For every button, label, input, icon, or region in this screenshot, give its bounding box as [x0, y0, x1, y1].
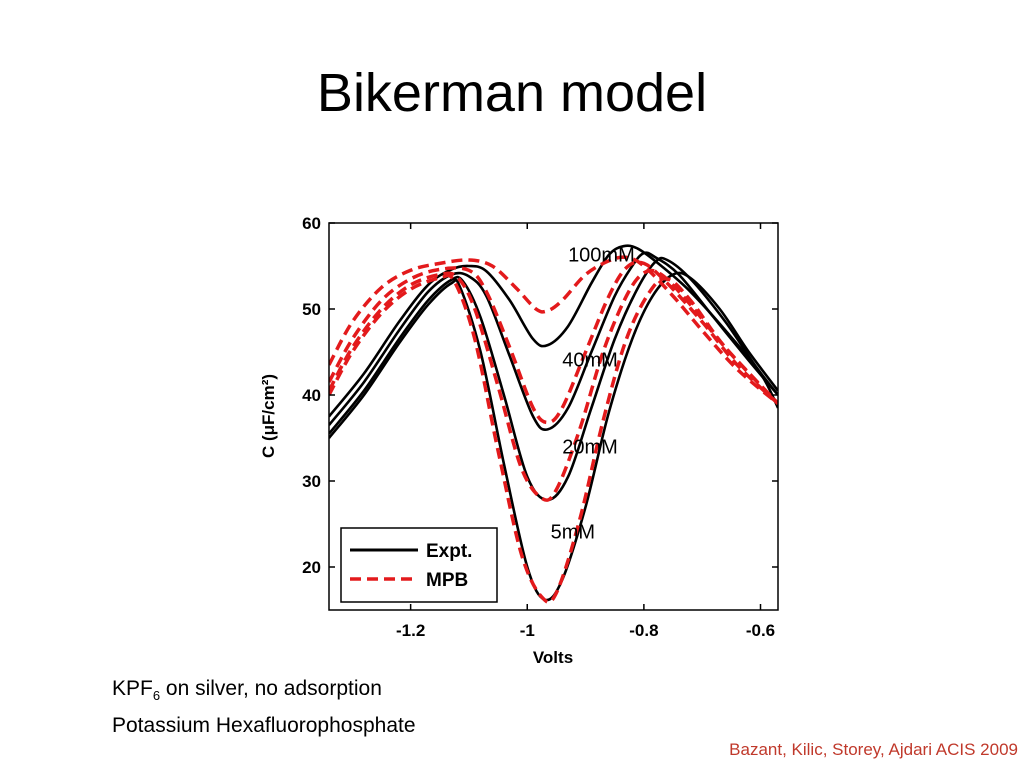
caption-line-1: KPF6 on silver, no adsorption [112, 674, 416, 711]
caption-formula: KPF [112, 677, 153, 700]
mpb-series-line-4 [329, 255, 778, 405]
slide-title: Bikerman model [316, 63, 708, 123]
series-layer [329, 244, 778, 604]
concentration-annotation: 100mM [568, 245, 635, 267]
concentration-annotation: 20mM [562, 436, 618, 458]
y-tick-label: 20 [302, 558, 321, 577]
expt-series-line-0 [329, 244, 778, 418]
mpb-series-line-6 [329, 268, 778, 502]
x-tick-label: -1.2 [396, 621, 425, 640]
expt-series-line-3 [329, 271, 778, 602]
legend-expt-label: Expt. [426, 541, 472, 562]
mpb-series-line-7 [329, 273, 778, 604]
x-tick-label: -0.8 [629, 621, 658, 640]
y-tick-label: 30 [302, 472, 321, 491]
caption-subscript: 6 [152, 688, 161, 704]
annotations-layer: 100mM 40mM 20mM 5mM [551, 245, 635, 544]
x-tick-label: -0.6 [746, 621, 775, 640]
plot-frame [328, 222, 779, 611]
y-tick-label: 50 [302, 300, 321, 319]
concentration-annotation: 40mM [562, 350, 618, 372]
caption-line-2: Potassium Hexafluorophosphate [112, 714, 416, 738]
capacitance-chart: -1.2 -1 -0.8 -0.6 20 30 40 50 60 100mM 40mM 20mM 5m… [259, 214, 779, 667]
x-tick-label: -1 [520, 621, 535, 640]
concentration-annotation: 5mM [551, 522, 595, 544]
caption: KPF6 on silver, no adsorption Potassium … [112, 674, 416, 741]
ticks-layer: -1.2 -1 -0.8 -0.6 20 30 40 50 60 [302, 214, 778, 640]
y-tick-label: 40 [302, 386, 321, 405]
expt-series-line-1 [329, 251, 778, 432]
legend-mpb-label: MPB [426, 570, 468, 591]
mpb-series-line-5 [329, 260, 778, 425]
x-axis-label: Volts [533, 648, 573, 667]
y-axis-label: C (μF/cm²) [259, 374, 278, 458]
caption-formula-rest: on silver, no adsorption [160, 677, 382, 700]
citation: Bazant, Kilic, Storey, Ajdari ACIS 2009 [729, 740, 1018, 759]
y-tick-label: 60 [302, 214, 321, 233]
legend: Expt. MPB [340, 527, 498, 603]
legend-box [340, 527, 498, 603]
